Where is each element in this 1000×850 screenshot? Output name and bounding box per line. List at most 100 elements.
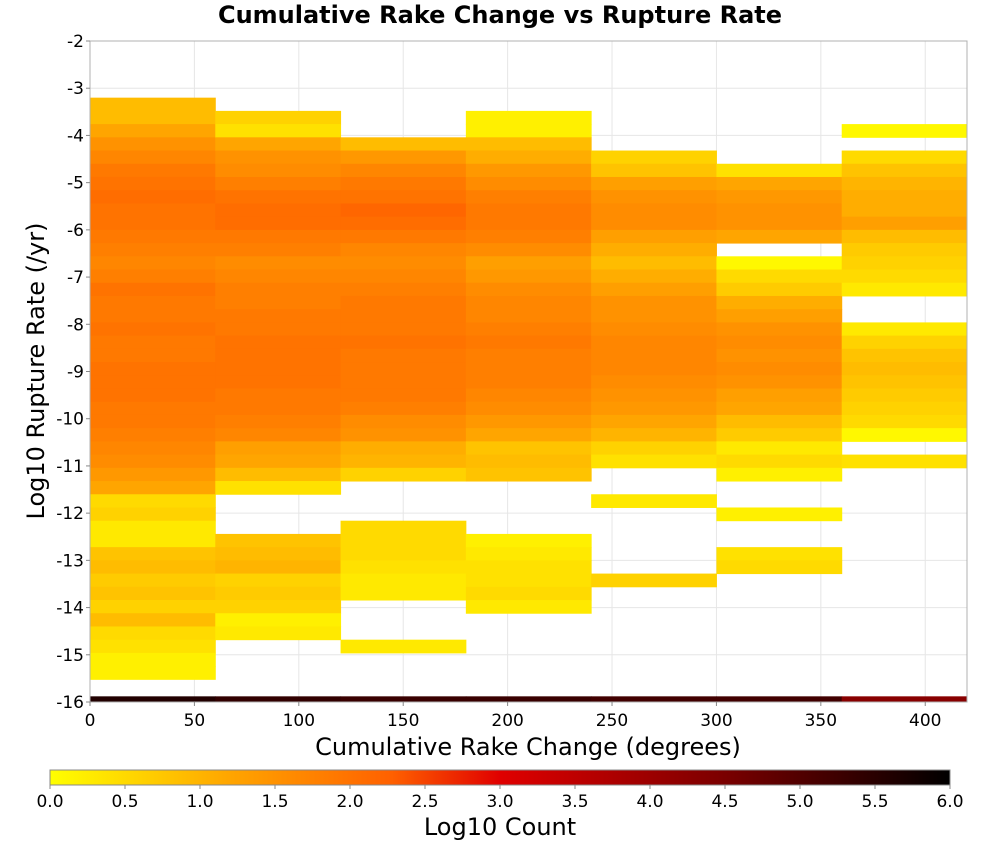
heatmap-cell [841,216,968,231]
heatmap-cell [215,256,342,271]
heatmap-cell [841,335,968,350]
heatmap-cell [90,586,216,601]
heatmap-cell [90,190,216,204]
heatmap-cell [340,362,467,376]
heatmap-cell [90,652,216,667]
heatmap-cell [465,243,592,257]
heatmap-cell [841,428,968,442]
heatmap-cell [340,560,467,575]
heatmap-cell [716,454,843,469]
heatmap-cell [340,309,467,323]
heatmap-cell [90,388,216,403]
heatmap-cell [591,216,717,231]
heatmap-cell [90,229,216,244]
y-tick-label: -11 [56,457,84,477]
heatmap-cell [340,467,467,482]
x-tick-label: 300 [700,711,732,731]
heatmap-cell [340,533,467,548]
heatmap-cell [215,454,342,469]
heatmap-cell [90,666,216,680]
heatmap-cell [465,295,592,310]
heatmap-cell [340,256,467,271]
heatmap-cell [716,216,843,231]
heatmap-cell [841,375,968,389]
heatmap-cell [841,362,968,376]
heatmap-cell [591,282,717,297]
heatmap-cell [90,375,216,389]
heatmap-cell [716,428,843,442]
heatmap-cell [465,467,592,482]
heatmap-cell [591,322,717,337]
heatmap-cell [90,97,216,112]
heatmap-cell [340,163,467,178]
colorbar-gradient [49,769,951,786]
heatmap-cell [465,401,592,416]
y-tick-label: -12 [56,504,84,524]
heatmap-cell [215,626,342,641]
heatmap-cell [841,388,968,403]
heatmap-cell [215,547,342,561]
colorbar-tick-label: 5.0 [786,792,813,812]
heatmap-cell [841,124,968,138]
heatmap-cell [465,190,592,204]
heatmap-cell [340,375,467,389]
heatmap-cell [215,467,342,482]
heatmap-cell [215,295,342,310]
heatmap-cell [90,520,216,535]
heatmap-cell [465,150,592,165]
heatmap-cell [340,696,467,702]
heatmap-cell [591,348,717,363]
chart-title: Cumulative Rake Change vs Rupture Rate [218,1,782,29]
heatmap-cell [215,229,342,244]
heatmap-cell [90,269,216,284]
heatmap-cell [716,309,843,323]
heatmap-cell [465,216,592,231]
colorbar-tick-label: 0.0 [36,792,63,812]
heatmap-cell [90,110,216,125]
heatmap-cell [340,441,467,456]
heatmap-cell [90,639,216,654]
heatmap-cell [340,428,467,442]
heatmap-cell [841,229,968,244]
heatmap-cell [716,375,843,389]
heatmap-cell [841,190,968,204]
y-tick-label: -7 [67,268,84,288]
heatmap-cell [841,150,968,165]
x-tick-label: 400 [909,711,941,731]
heatmap-cell [215,362,342,376]
heatmap-cell [215,309,342,323]
heatmap-cell [90,533,216,548]
x-axis-ticks: 0 50 100 150 200 250 300 350 400 [85,702,941,731]
heatmap-cell [90,176,216,191]
heatmap-cell [716,229,843,244]
heatmap-cell [215,176,342,191]
colorbar-tick-label: 1.5 [261,792,288,812]
colorbar-tick-label: 4.5 [711,792,738,812]
heatmap-cell [90,696,216,702]
heatmap-cell [841,696,968,702]
heatmap-cell [90,467,216,482]
heatmap-cell [340,639,467,654]
heatmap-cell [340,414,467,429]
colorbar-ticks: 0.0 0.5 1.0 1.5 2.0 2.5 3.0 3.5 4.0 4.5 5.0 5.5 6.0 [36,785,964,812]
heatmap-cell [215,203,342,218]
heatmap-cell [340,388,467,403]
heatmap-cell [465,533,592,548]
heatmap-cell [465,388,592,403]
heatmap-cell [465,282,592,297]
y-tick-label: -6 [67,221,84,241]
heatmap-cell [841,256,968,271]
heatmap-cell [465,256,592,271]
heatmap-cell [215,600,342,614]
heatmap-cell [215,586,342,601]
heatmap-cell [591,176,717,191]
heatmap-cell [841,176,968,191]
x-tick-label: 100 [283,711,315,731]
heatmap-cell [591,494,717,508]
heatmap-cell [340,269,467,284]
heatmap-cell [591,401,717,416]
heatmap-cell [90,454,216,469]
heatmap-cell [90,560,216,575]
colorbar-tick-label: 2.0 [336,792,363,812]
heatmap-cell [716,696,843,702]
